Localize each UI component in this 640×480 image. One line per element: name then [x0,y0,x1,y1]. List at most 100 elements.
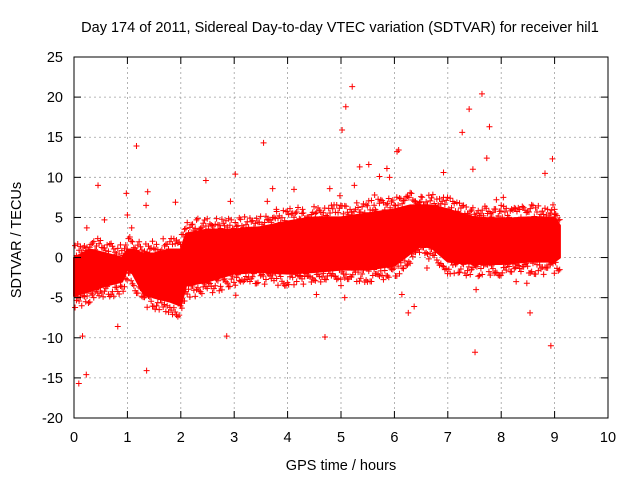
edge-marker [104,241,111,248]
edge-marker [357,275,364,282]
edge-marker [133,247,140,254]
edge-marker [72,304,79,311]
x-tick-label: 8 [497,430,505,446]
edge-marker [181,226,188,233]
edge-marker [108,240,115,247]
edge-marker [130,282,137,289]
outlier-marker [101,216,108,223]
edge-marker [347,206,354,213]
edge-marker [439,198,446,205]
edge-marker [240,278,247,285]
edge-marker [489,209,496,216]
edge-marker [380,276,387,283]
edge-marker [178,305,185,312]
edge-marker [554,212,561,219]
edge-marker [551,270,558,277]
edge-marker [547,210,554,217]
edge-marker [264,269,271,276]
edge-marker [182,225,189,232]
edge-marker [296,215,303,222]
outlier-marker [114,323,121,330]
outlier-marker [418,193,425,200]
edge-marker [76,297,83,304]
edge-marker [72,242,79,249]
edge-marker [324,213,331,220]
edge-marker [144,249,151,256]
x-tick-label: 0 [70,430,78,446]
data-envelope [73,204,561,307]
edge-marker [258,271,265,278]
edge-marker [416,199,423,206]
edge-marker [190,287,197,294]
edge-marker [221,275,228,282]
edge-marker [499,269,506,276]
edge-marker [349,271,356,278]
edge-marker [81,242,88,249]
edge-marker [78,302,85,309]
edge-marker [531,213,538,220]
x-tick-label: 1 [123,430,131,446]
edge-marker [457,265,464,272]
edge-marker [424,251,431,258]
outlier-marker [227,198,234,205]
outlier-marker [79,333,86,340]
edge-marker [221,222,228,229]
outlier-marker [223,333,230,340]
edge-marker [540,271,547,278]
edge-marker [395,263,402,270]
edge-marker [451,270,458,277]
edge-marker [300,209,307,216]
edge-marker [549,201,556,208]
edge-marker [407,260,414,267]
edge-marker [409,197,416,204]
outlier-marker [547,342,554,349]
edge-marker [355,204,362,211]
edge-marker [544,206,551,213]
edge-marker [369,207,376,214]
edge-marker [443,197,450,204]
x-axis-tick-labels: 0 1 2 3 4 5 6 7 8 9 10 [70,430,616,446]
edge-marker [421,250,428,257]
edge-marker [512,205,519,212]
edge-marker [513,261,520,268]
edge-marker [149,238,156,245]
edge-marker [85,299,92,306]
outlier-marker [123,190,130,197]
outlier-marker [75,380,82,387]
edge-marker [186,224,193,231]
outlier-marker [313,291,320,298]
edge-marker [85,246,92,253]
edge-marker [433,257,440,264]
edge-marker [124,245,131,252]
outlier-marker [365,161,372,168]
edge-marker [212,221,219,228]
edge-marker [355,269,362,276]
edge-marker [116,251,123,258]
outlier-marker [498,202,505,209]
edge-marker [110,246,117,253]
outlier-marker [549,155,556,162]
edge-marker [448,204,455,211]
edge-marker [260,223,267,230]
edge-marker [435,202,442,209]
edge-marker [141,248,148,255]
edge-marker [549,260,556,267]
edge-marker [218,216,225,223]
edge-marker [289,274,296,281]
edge-marker [102,247,109,254]
edge-marker [262,276,269,283]
edge-marker [105,248,112,255]
edge-marker [287,205,294,212]
edge-marker [467,208,474,215]
outlier-marker [232,171,239,178]
edge-marker [281,217,288,224]
outlier-marker [144,188,151,195]
edge-marker [368,197,375,204]
outlier-marker [291,186,298,193]
edge-marker [363,201,370,208]
edge-marker [166,238,173,245]
y-axis-label: SDTVAR / TECUs [9,182,25,298]
edge-marker [501,264,508,271]
y-tick-label: 15 [47,130,63,146]
edge-marker [292,271,299,278]
